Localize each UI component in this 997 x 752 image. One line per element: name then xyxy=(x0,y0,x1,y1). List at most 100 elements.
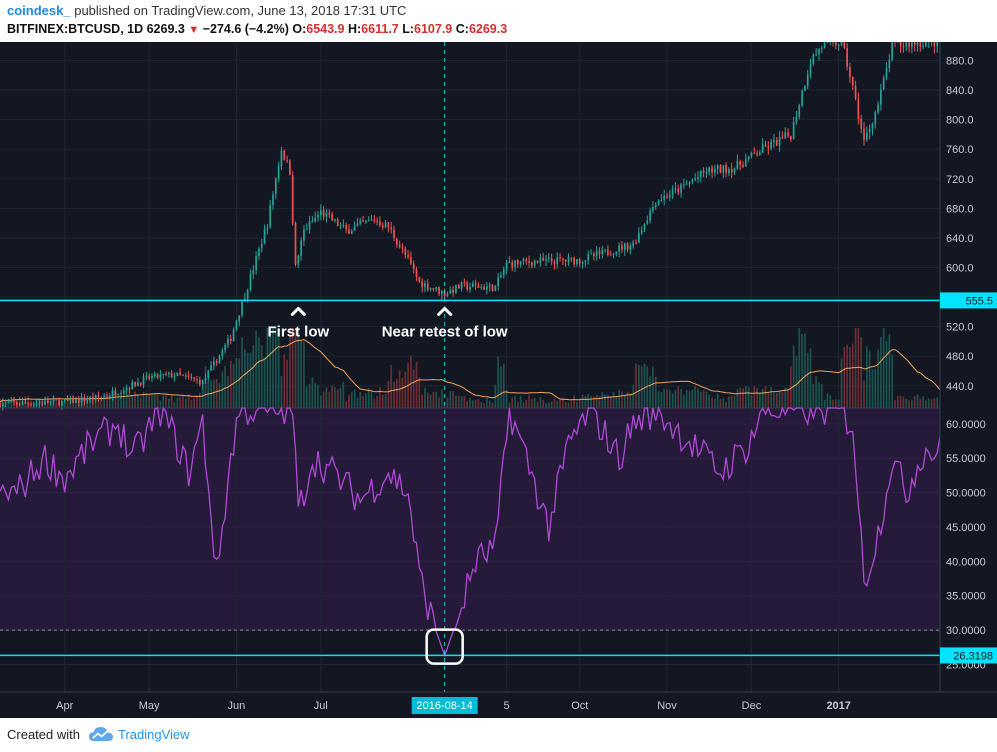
candle-body xyxy=(508,261,511,263)
volume-bar xyxy=(269,328,272,408)
candle-body xyxy=(404,248,407,255)
candle-body xyxy=(325,212,328,217)
candle-body xyxy=(702,170,705,173)
volume-bar xyxy=(106,391,108,408)
volume-bar xyxy=(849,347,851,408)
volume-bar xyxy=(668,389,671,408)
volume-bar xyxy=(840,358,843,408)
volume-bar xyxy=(925,400,927,408)
volume-bar xyxy=(229,360,232,408)
volume-bar xyxy=(187,394,190,408)
candle-body xyxy=(44,400,46,405)
candle-body xyxy=(711,167,713,173)
candle-body xyxy=(100,397,103,399)
volume-bar xyxy=(863,380,865,408)
rsi-tick-label: 55.0000 xyxy=(946,453,986,465)
volume-bar xyxy=(452,390,454,408)
candle-body xyxy=(97,395,100,398)
volume-bar xyxy=(131,394,134,408)
candle-body xyxy=(38,402,41,404)
volume-bar xyxy=(303,341,305,408)
open-label: O: xyxy=(292,22,307,36)
annotations: First low Near retest of low xyxy=(267,306,508,340)
candle-body xyxy=(685,183,688,185)
volume-bar xyxy=(210,380,212,408)
candle-body xyxy=(638,232,640,243)
candle-body xyxy=(581,262,584,264)
candle-body xyxy=(269,205,272,228)
volume-bar xyxy=(736,388,739,408)
volume-bar xyxy=(573,395,575,408)
price-rsi-chart[interactable]: First low Near retest of low 440.0480.052… xyxy=(0,42,997,718)
volume-bar xyxy=(395,379,398,408)
candle-body xyxy=(635,242,637,244)
volume-bar xyxy=(75,400,77,408)
candle-body xyxy=(238,315,241,322)
volume-bar xyxy=(294,328,297,408)
candle-body xyxy=(55,399,58,401)
volume-bar xyxy=(826,393,829,408)
volume-bar xyxy=(393,381,395,408)
volume-bar xyxy=(792,345,795,408)
candle-body xyxy=(592,253,595,257)
author-name[interactable]: coindesk_ xyxy=(7,3,71,18)
candle-body xyxy=(18,404,21,406)
candle-body xyxy=(688,182,691,184)
candle-body xyxy=(365,220,367,223)
volume-bar xyxy=(466,401,469,408)
volume-bar xyxy=(525,399,528,408)
volume-bar xyxy=(595,394,598,408)
candle-body xyxy=(885,67,888,78)
volume-bar xyxy=(314,383,317,408)
volume-bar xyxy=(801,333,803,408)
volume-bar xyxy=(877,349,879,408)
candle-body xyxy=(576,259,578,265)
candle-body xyxy=(643,224,646,230)
volume-bar xyxy=(739,387,742,408)
candle-body xyxy=(390,227,393,230)
candle-body xyxy=(809,64,812,75)
volume-bar xyxy=(283,354,286,408)
volume-bar xyxy=(350,392,353,408)
candle-body xyxy=(196,379,198,381)
candle-body xyxy=(542,257,545,261)
volume-bar xyxy=(683,395,685,408)
candle-body xyxy=(13,400,15,403)
candle-body xyxy=(35,403,38,405)
volume-bar xyxy=(542,399,545,408)
candle-body xyxy=(514,260,516,268)
candle-body xyxy=(4,402,7,404)
volume-bar xyxy=(846,344,848,408)
volume-bar xyxy=(508,402,511,408)
candle-body xyxy=(395,238,398,245)
rsi-low-highlight-box xyxy=(425,628,464,665)
volume-bar xyxy=(623,395,626,408)
candle-body xyxy=(553,261,556,265)
candle-body xyxy=(317,215,319,218)
volume-bar xyxy=(719,398,722,408)
candle-body xyxy=(61,400,63,406)
candle-body xyxy=(460,282,463,289)
candle-body xyxy=(294,223,297,265)
candle-body xyxy=(835,42,837,46)
candle-body xyxy=(215,361,218,364)
candle-body xyxy=(159,374,162,378)
candle-body xyxy=(654,205,657,207)
candle-body xyxy=(30,404,32,406)
candle-body xyxy=(621,245,623,251)
volume-bar xyxy=(913,395,916,408)
tradingview-brand[interactable]: TradingView xyxy=(118,727,190,742)
candle-body xyxy=(16,402,18,405)
candle-body xyxy=(533,260,536,266)
candle-body xyxy=(176,372,179,376)
candle-body xyxy=(604,249,606,251)
rsi-support-label: 26.3198 xyxy=(953,650,993,662)
candle-body xyxy=(229,338,232,341)
candle-body xyxy=(908,42,910,48)
candle-body xyxy=(486,286,488,290)
candle-body xyxy=(916,42,919,46)
chart-footer: Created with TradingView xyxy=(0,718,997,752)
candle-body xyxy=(761,144,764,153)
volume-bar xyxy=(114,389,117,408)
candle-body xyxy=(480,286,483,288)
